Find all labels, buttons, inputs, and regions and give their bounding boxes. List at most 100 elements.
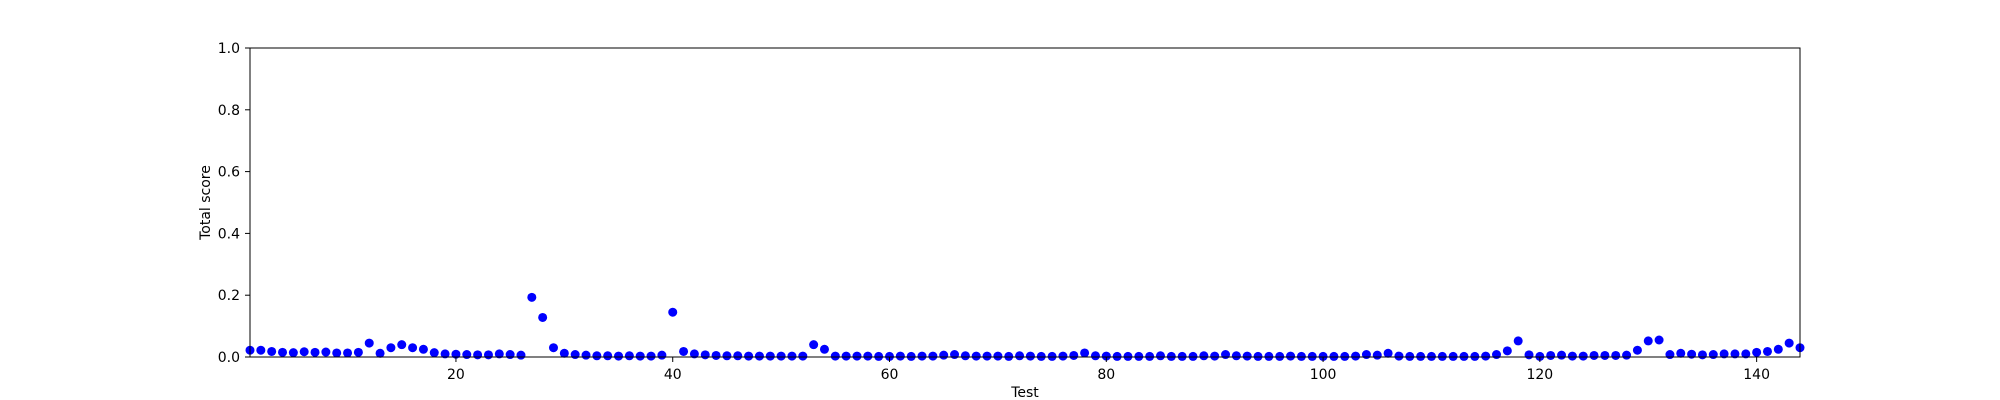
data-point [700, 350, 710, 360]
data-point [1058, 351, 1068, 361]
data-point [527, 292, 537, 302]
data-point [722, 351, 732, 361]
data-point [353, 347, 363, 357]
data-point [1676, 348, 1686, 358]
data-point [505, 350, 515, 360]
data-point [1296, 351, 1306, 361]
x-tick-label: 60 [881, 367, 899, 383]
data-point [1784, 338, 1794, 348]
data-point [1383, 348, 1393, 358]
data-point [982, 351, 992, 361]
y-tick-label: 0.2 [218, 288, 240, 304]
data-point [267, 346, 277, 356]
data-point [1426, 351, 1436, 361]
data-point [418, 344, 428, 354]
data-point [1643, 336, 1653, 346]
data-point [614, 351, 624, 361]
data-point [1069, 350, 1079, 360]
data-point [1329, 351, 1339, 361]
data-point [1145, 351, 1155, 361]
data-point [321, 347, 331, 357]
data-point [1275, 351, 1285, 361]
data-point [1567, 351, 1577, 361]
data-point [1134, 351, 1144, 361]
data-point [1394, 351, 1404, 361]
data-point [1231, 351, 1241, 361]
data-point [1004, 351, 1014, 361]
data-point [624, 351, 634, 361]
data-point [744, 351, 754, 361]
data-point [668, 307, 678, 317]
data-point [1080, 348, 1090, 358]
data-point [1502, 346, 1512, 356]
data-point [1578, 351, 1588, 361]
data-point [1762, 346, 1772, 356]
data-point [1708, 350, 1718, 360]
data-point [819, 344, 829, 354]
data-point [830, 351, 840, 361]
data-point [386, 343, 396, 353]
data-point [1155, 351, 1165, 361]
data-point [343, 348, 353, 358]
data-point [483, 350, 493, 360]
data-point [1112, 351, 1122, 361]
data-point [1361, 350, 1371, 360]
data-point [1166, 351, 1176, 361]
data-point [332, 348, 342, 358]
data-point [1221, 350, 1231, 360]
data-point [809, 340, 819, 350]
data-point [581, 350, 591, 360]
data-point [1611, 350, 1621, 360]
data-point [1286, 351, 1296, 361]
data-points [245, 292, 1805, 361]
data-point [906, 351, 916, 361]
data-point [559, 348, 569, 358]
data-point [1123, 351, 1133, 361]
y-axis-title: Total score [198, 165, 214, 241]
data-point [1632, 345, 1642, 355]
data-point [1481, 351, 1491, 361]
data-point [1307, 351, 1317, 361]
data-point [1697, 350, 1707, 360]
data-point [950, 350, 960, 360]
data-point [1524, 350, 1534, 360]
data-point [299, 347, 309, 357]
data-point [1448, 351, 1458, 361]
data-point [1090, 351, 1100, 361]
data-point [1199, 351, 1209, 361]
data-point [1351, 351, 1361, 361]
data-point [451, 349, 461, 359]
plot-frame [249, 47, 1801, 358]
data-point [570, 350, 580, 360]
data-point [1687, 349, 1697, 359]
data-point [1210, 351, 1220, 361]
data-point [1470, 351, 1480, 361]
x-axis-title: Test [1010, 385, 1039, 400]
data-point [1513, 336, 1523, 346]
data-point [278, 347, 288, 357]
data-point [1416, 351, 1426, 361]
data-point [1340, 351, 1350, 361]
data-point [288, 348, 298, 358]
data-point [1589, 350, 1599, 360]
data-point [657, 350, 667, 360]
data-point [1600, 350, 1610, 360]
data-point [733, 351, 743, 361]
x-tick-label: 120 [1526, 367, 1553, 383]
x-tick-label: 80 [1097, 367, 1115, 383]
y-tick-label: 0.4 [218, 226, 240, 242]
data-point [1546, 350, 1556, 360]
data-point [635, 351, 645, 361]
data-point [1437, 351, 1447, 361]
data-point [852, 351, 862, 361]
data-point [494, 349, 504, 359]
data-point [1719, 349, 1729, 359]
data-point [1015, 351, 1025, 361]
data-point [646, 351, 656, 361]
data-point [1264, 351, 1274, 361]
data-point [1752, 347, 1762, 357]
data-point [1025, 351, 1035, 361]
data-point [473, 350, 483, 360]
data-point [1177, 351, 1187, 361]
